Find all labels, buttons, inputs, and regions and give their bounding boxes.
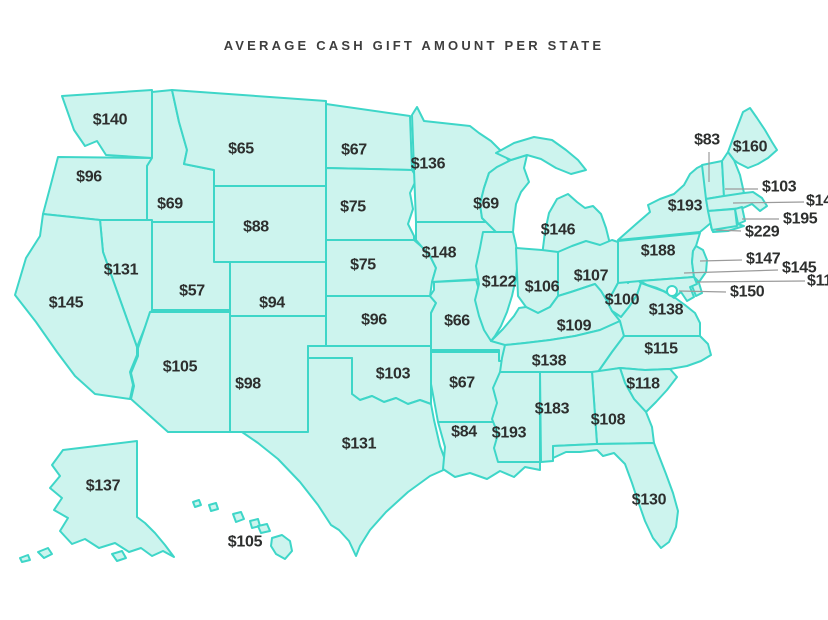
state-michigan-upper-peninsula xyxy=(495,136,587,175)
state-alaska xyxy=(49,440,175,558)
value-label-tx: $131 xyxy=(342,436,377,453)
value-label-la: $84 xyxy=(451,424,477,441)
state-alaska-kodiak-island xyxy=(111,550,127,562)
value-label-sd: $75 xyxy=(340,199,366,216)
value-label-de: $145 xyxy=(782,260,817,277)
callout-line-de xyxy=(683,269,779,274)
value-label-dc: $150 xyxy=(730,284,765,301)
value-label-wi: $69 xyxy=(473,196,499,213)
value-label-il: $122 xyxy=(482,274,517,291)
state-north-carolina xyxy=(597,335,712,373)
value-label-oh: $107 xyxy=(574,268,609,285)
value-label-fl: $130 xyxy=(632,492,667,509)
state-mississippi xyxy=(491,371,541,463)
state-texas xyxy=(241,357,449,557)
callout-line-dc xyxy=(678,290,727,293)
value-label-sc: $118 xyxy=(626,376,660,393)
state-rhode-island xyxy=(734,206,746,225)
callout-line-ct xyxy=(715,229,742,232)
value-label-nm: $98 xyxy=(235,376,261,393)
state-hawaii-oahu xyxy=(208,502,219,512)
value-label-mn: $136 xyxy=(411,156,446,173)
state-connecticut xyxy=(707,208,738,231)
state-alaska-aleutian-island-2 xyxy=(19,554,31,563)
value-label-ia: $148 xyxy=(422,245,457,262)
state-florida xyxy=(552,442,679,549)
value-label-va: $138 xyxy=(649,302,684,319)
value-label-nh: $103 xyxy=(762,179,797,196)
callout-line-ma xyxy=(732,201,805,204)
value-label-me: $160 xyxy=(733,139,768,156)
value-label-ut: $57 xyxy=(179,283,205,300)
value-label-or: $96 xyxy=(76,169,102,186)
value-label-in: $106 xyxy=(525,279,560,296)
page-title: AVERAGE CASH GIFT AMOUNT PER STATE xyxy=(223,38,605,53)
states-layer xyxy=(14,89,778,563)
value-label-wa: $140 xyxy=(93,112,128,129)
value-label-ne: $75 xyxy=(350,257,376,274)
state-hawaii-big-island xyxy=(270,534,293,560)
state-vermont xyxy=(701,160,725,200)
value-label-wy: $88 xyxy=(243,219,269,236)
value-label-az: $105 xyxy=(163,359,198,376)
value-label-ms: $193 xyxy=(492,425,527,442)
value-label-nj: $147 xyxy=(746,251,781,268)
state-hawaii-kauai xyxy=(192,499,202,508)
value-label-pa: $188 xyxy=(641,243,676,260)
value-label-ar: $67 xyxy=(449,375,475,392)
value-label-wv: $100 xyxy=(605,292,640,309)
state-california xyxy=(14,213,138,400)
state-hawaii-maui xyxy=(257,523,271,534)
value-label-mt: $65 xyxy=(228,141,254,158)
value-label-ma: $14 xyxy=(806,193,828,210)
value-label-nc: $115 xyxy=(644,341,678,358)
value-label-ga: $108 xyxy=(591,412,626,429)
value-label-al: $183 xyxy=(535,401,570,418)
state-maine xyxy=(727,107,778,169)
callout-line-nj xyxy=(699,259,743,262)
value-label-hi: $105 xyxy=(228,534,263,551)
state-alaska-aleutian-island xyxy=(37,547,53,559)
state-oregon xyxy=(42,156,153,223)
value-label-ky: $109 xyxy=(557,318,592,335)
value-label-mo: $66 xyxy=(444,313,470,330)
state-wyoming xyxy=(213,185,327,263)
value-label-ok: $103 xyxy=(376,366,411,383)
state-north-dakota xyxy=(325,103,413,171)
value-label-mi: $146 xyxy=(541,222,576,239)
value-label-nd: $67 xyxy=(341,142,367,159)
value-label-vt: $83 xyxy=(694,132,720,149)
value-label-tn: $138 xyxy=(532,353,567,370)
value-label-ks: $96 xyxy=(361,312,387,329)
state-nebraska xyxy=(325,239,437,297)
value-label-ny: $193 xyxy=(668,198,703,215)
value-label-ct: $229 xyxy=(745,224,780,241)
value-label-nv: $131 xyxy=(104,262,139,279)
callout-line-md xyxy=(696,280,806,283)
value-label-id: $69 xyxy=(157,196,183,213)
value-labels-layer: $140 $96 $69 $65 $88 $131 $57 $145 $105 $98 $94 $67… xyxy=(49,112,828,551)
value-label-ca: $145 xyxy=(49,295,84,312)
value-label-md: $11 xyxy=(807,273,828,290)
value-label-co: $94 xyxy=(259,295,285,312)
value-label-ri: $195 xyxy=(783,211,818,228)
state-hawaii-molokai xyxy=(232,511,245,523)
value-label-ak: $137 xyxy=(86,478,121,495)
dc-location-marker xyxy=(666,285,678,297)
